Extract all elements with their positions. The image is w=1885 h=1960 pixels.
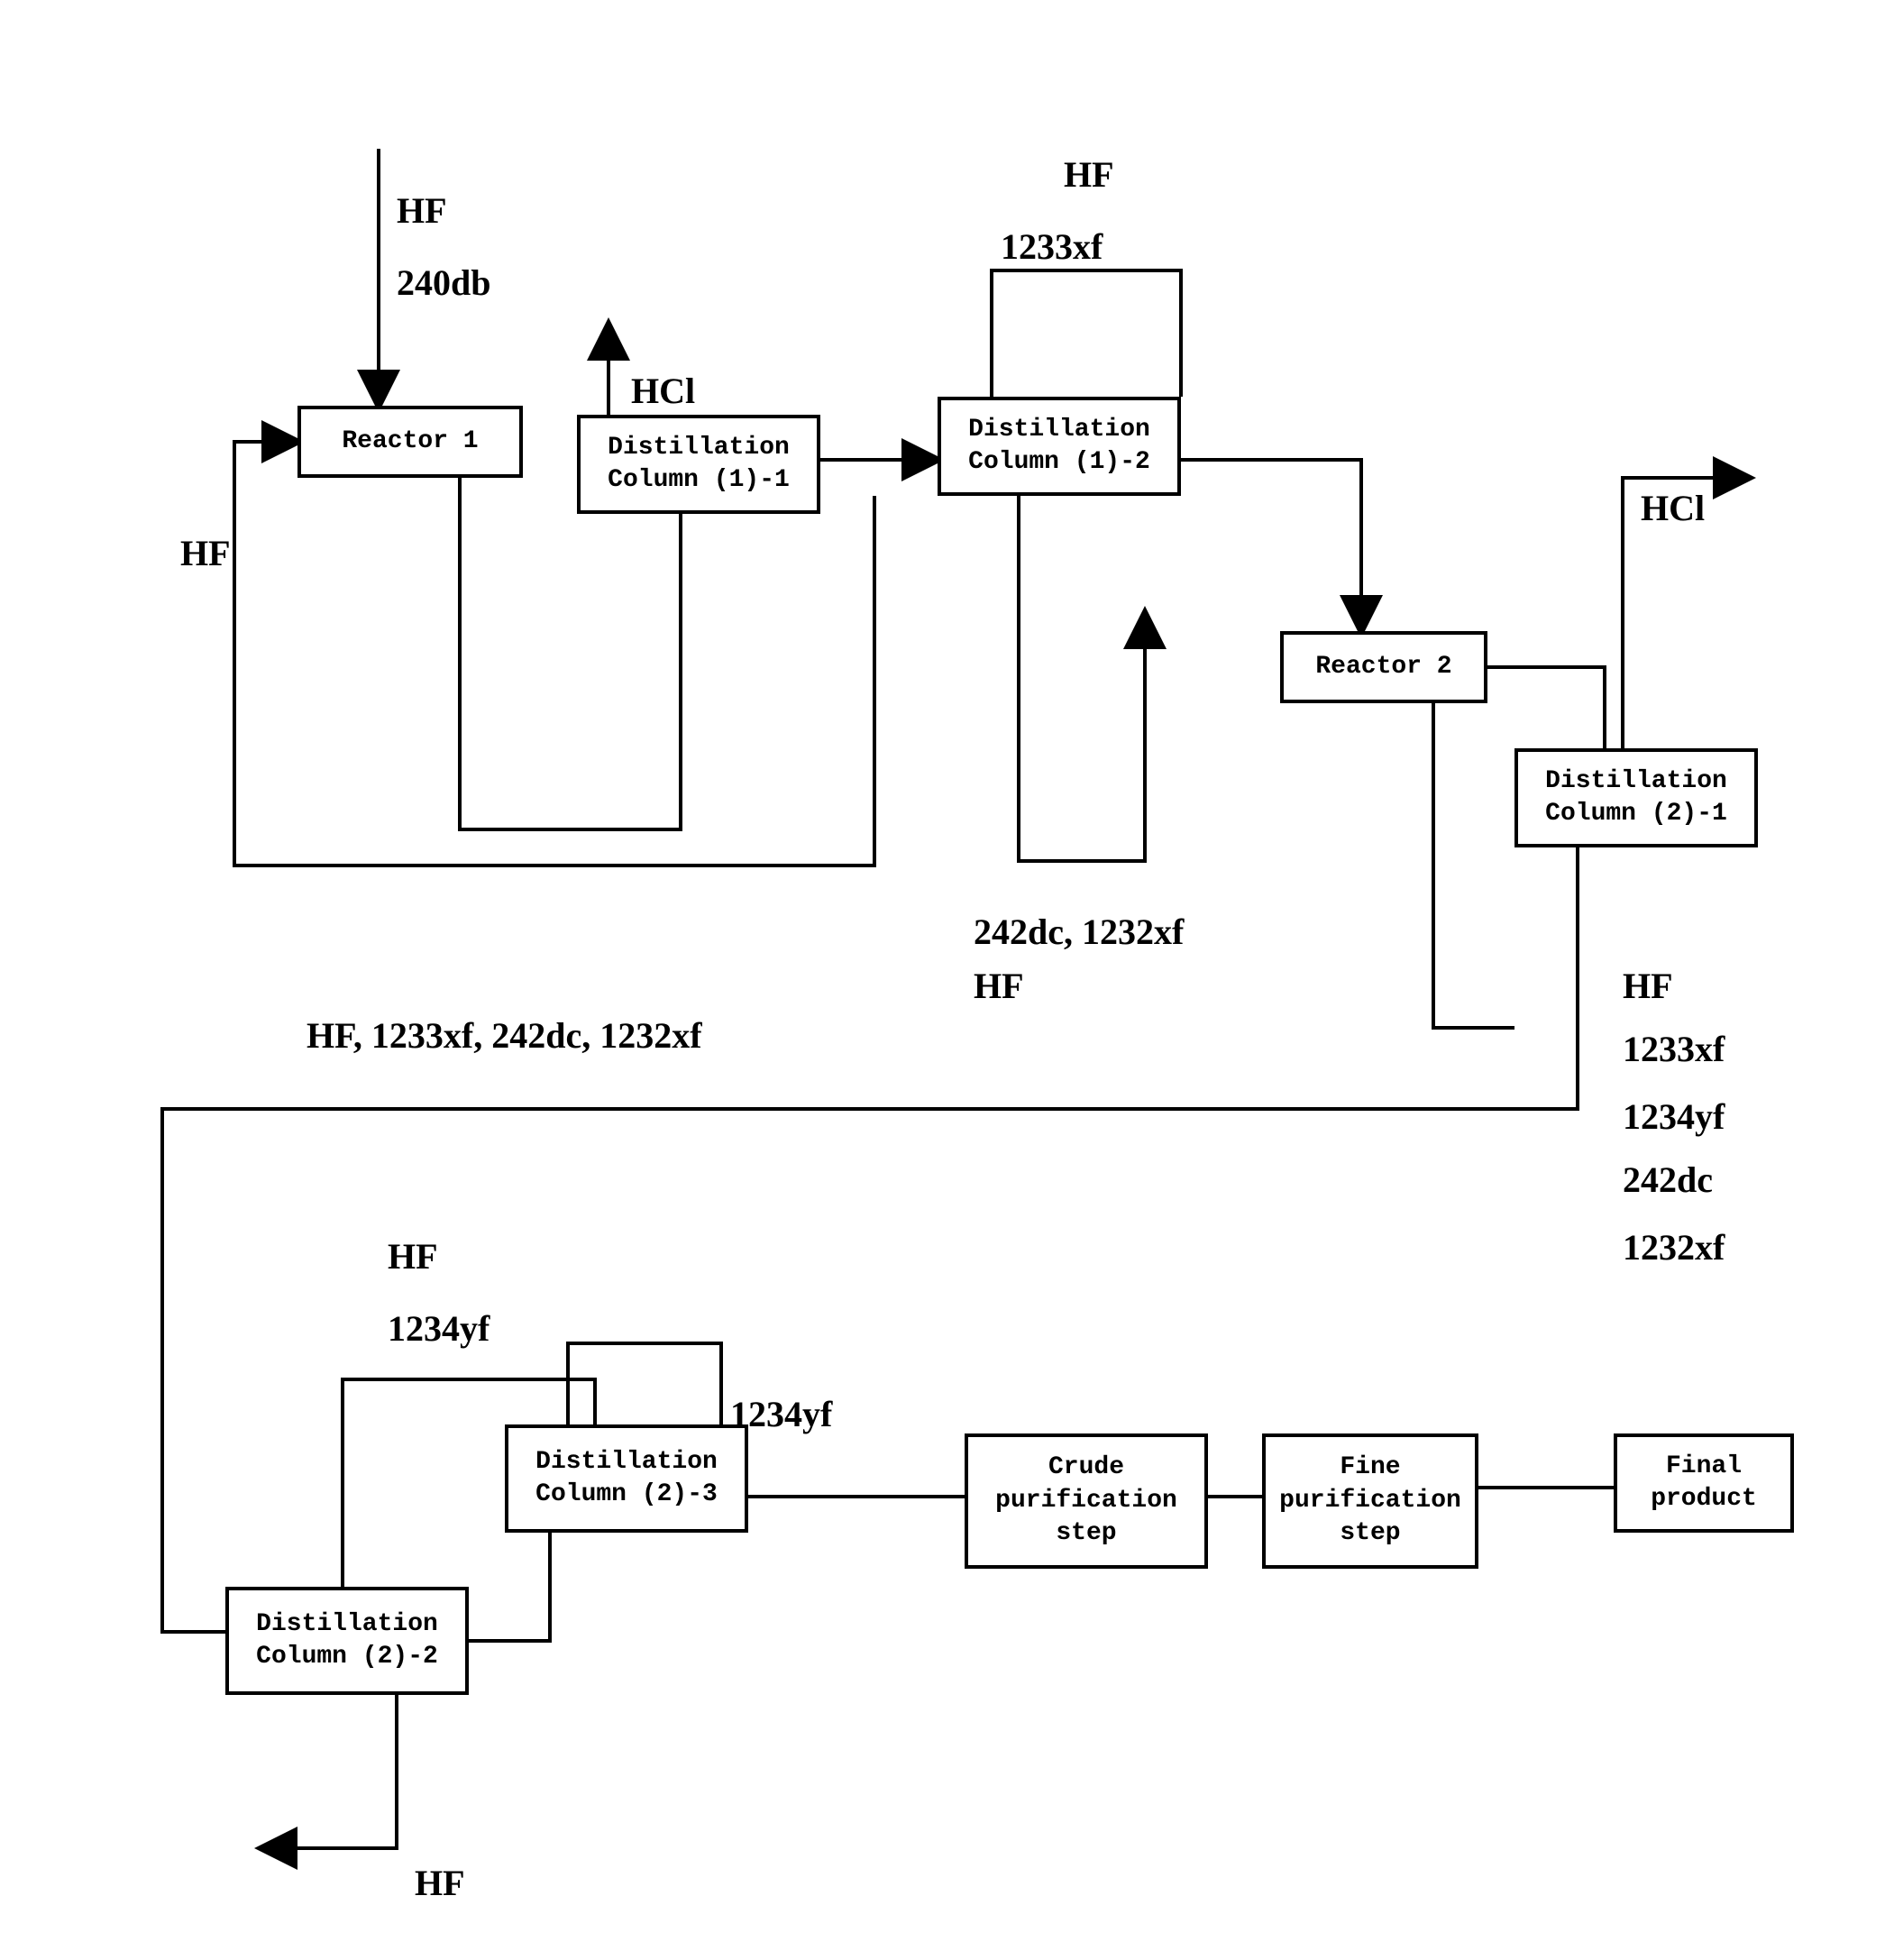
node-dist_2_2: DistillationColumn (2)-2: [225, 1587, 469, 1695]
node-dist_1_1: DistillationColumn (1)-1: [577, 415, 820, 514]
label-hf_top_mid: HF: [1064, 153, 1114, 196]
node-final: Finalproduct: [1614, 1433, 1794, 1533]
node-label-dist_1_2: DistillationColumn (1)-2: [968, 414, 1150, 480]
edge-d12_to_r2: [1181, 460, 1361, 631]
edge-d12_top_out: [992, 270, 1181, 397]
label-240db: 240db: [397, 261, 491, 304]
node-dist_1_2: DistillationColumn (1)-2: [938, 397, 1181, 496]
label-1234yf_r: 1234yf: [1623, 1095, 1725, 1138]
edge-r1_to_d11_down: [460, 478, 681, 829]
label-1234yf_bot2: 1234yf: [730, 1393, 832, 1435]
node-label-reactor2: Reactor 2: [1315, 651, 1451, 683]
node-label-dist_2_3: DistillationColumn (2)-3: [535, 1446, 718, 1512]
node-label-dist_1_1: DistillationColumn (1)-1: [608, 432, 790, 498]
label-1234yf_bot1: 1234yf: [388, 1307, 490, 1350]
edge-d12_recycle: [1019, 496, 1145, 861]
edge-r2_to_d21_a: [1433, 703, 1514, 1028]
label-hcl_right: HCl: [1641, 487, 1705, 529]
node-label-crude: Crudepurificationstep: [995, 1452, 1177, 1550]
node-label-dist_2_2: DistillationColumn (2)-2: [256, 1608, 438, 1674]
node-label-dist_2_1: DistillationColumn (2)-1: [1545, 765, 1727, 831]
label-hf_r1: HF: [1623, 965, 1673, 1007]
node-dist_2_3: DistillationColumn (2)-3: [505, 1424, 748, 1533]
label-hf_bottom: HF: [415, 1862, 465, 1904]
label-hf_top_left: HF: [397, 189, 447, 232]
node-label-reactor1: Reactor 1: [342, 426, 478, 458]
label-1233xf_r: 1233xf: [1623, 1028, 1725, 1070]
label-1232xf_r: 1232xf: [1623, 1226, 1725, 1269]
label-recycle_line: HF, 1233xf, 242dc, 1232xf: [307, 1014, 702, 1057]
label-242dc_r: 242dc: [1623, 1159, 1713, 1201]
label-1233xf_top: 1233xf: [1001, 225, 1103, 268]
node-label-fine: Finepurificationstep: [1279, 1452, 1461, 1550]
edge-d22_hf_out: [261, 1695, 397, 1848]
edge-r2_to_d21_b: [1487, 667, 1605, 748]
node-fine: Finepurificationstep: [1262, 1433, 1478, 1569]
label-hf_bot: HF: [388, 1235, 438, 1278]
node-reactor2: Reactor 2: [1280, 631, 1487, 703]
label-242dc_1232xf: 242dc, 1232xf: [974, 911, 1184, 953]
node-crude: Crudepurificationstep: [965, 1433, 1208, 1569]
label-hf_mid: HF: [974, 965, 1024, 1007]
edge-d22_d23_link: [469, 1533, 550, 1641]
node-dist_2_1: DistillationColumn (2)-1: [1514, 748, 1758, 847]
label-hcl_left: HCl: [631, 370, 695, 412]
node-reactor1: Reactor 1: [297, 406, 523, 478]
node-label-final: Finalproduct: [1651, 1451, 1757, 1516]
label-hf_left: HF: [180, 532, 231, 574]
